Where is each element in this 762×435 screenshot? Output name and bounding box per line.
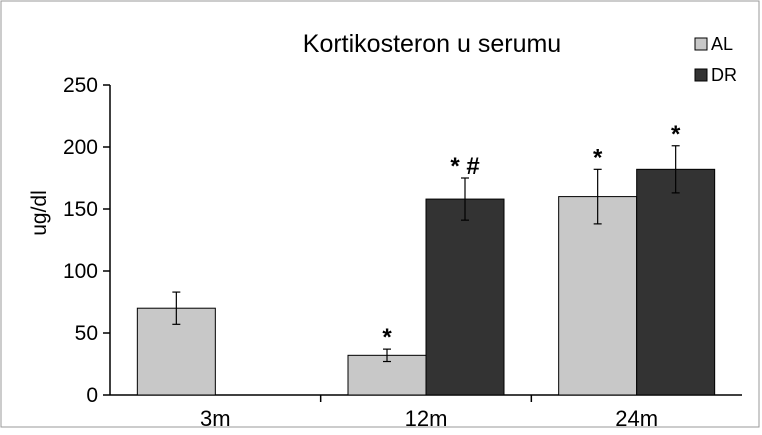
y-tick-label: 150: [63, 198, 98, 221]
y-tick-label: 200: [63, 136, 98, 159]
x-tick-label: 3m: [200, 406, 231, 430]
bars: * * * # *: [136, 121, 716, 396]
y-tick-label: 0: [86, 384, 98, 407]
significance-marker: *: [671, 121, 681, 148]
bar-AL-24m: [558, 196, 638, 396]
bar-DR-12m: [425, 198, 505, 396]
y-axis-label: ug/dl: [28, 190, 51, 236]
y-tick-label: 250: [63, 74, 98, 97]
y-tick-label: 100: [63, 260, 98, 283]
legend-label-DR: DR: [711, 65, 737, 85]
legend-label-AL: AL: [711, 34, 733, 54]
significance-marker: *: [382, 324, 392, 351]
x-tick-label: 12m: [405, 406, 448, 430]
x-tick-label: 24m: [615, 406, 658, 430]
significance-marker: * #: [450, 153, 479, 180]
chart-title: Kortikosteron u serumu: [303, 30, 561, 58]
bar-DR-24m: [636, 168, 716, 396]
y-tick-label: 50: [75, 322, 98, 345]
legend-swatch-AL: [694, 37, 708, 51]
legend-swatch-DR: [694, 68, 708, 82]
legend: AL DR: [694, 34, 737, 85]
significance-marker: *: [593, 144, 603, 171]
